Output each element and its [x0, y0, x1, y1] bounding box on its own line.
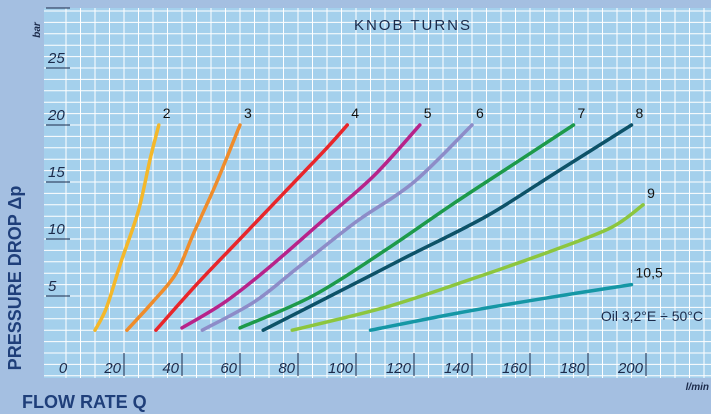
y-tick-label: 20	[47, 107, 65, 124]
x-tick-label: 200	[617, 360, 644, 377]
curve-label-7: 7	[578, 105, 586, 121]
x-tick-label: 60	[220, 360, 237, 377]
x-tick-label: 20	[103, 360, 121, 377]
curve-knob-5	[180, 123, 422, 330]
x-tick-label: 180	[560, 360, 586, 377]
x-title-band	[0, 378, 711, 414]
y-title-band	[0, 0, 44, 414]
curve-label-10-5: 10,5	[636, 265, 663, 281]
x-tick-label: 160	[502, 360, 528, 377]
x-tick-label: 40	[162, 360, 179, 377]
x-unit-label: l/min	[686, 382, 709, 393]
curve-knob-2	[93, 123, 161, 332]
curve-knob-9	[290, 203, 645, 332]
curve-knob-10-5	[368, 282, 634, 332]
curve-label-8: 8	[636, 105, 644, 121]
chart-title: KNOB TURNS	[354, 17, 472, 34]
curve-knob-6	[200, 123, 474, 332]
y-tick-label: 15	[48, 164, 65, 181]
curve-knob-8	[261, 123, 634, 332]
y-tick-label: 25	[47, 50, 65, 67]
x-tick-label: 120	[386, 360, 412, 377]
curve-label-9: 9	[647, 185, 655, 201]
x-tick-label: 80	[278, 360, 295, 377]
oil-annotation: Oil 3,2°E ÷ 50°C	[601, 308, 703, 324]
x-tick-label: 100	[328, 360, 354, 377]
y-tick-label: 10	[48, 221, 65, 238]
y-tick-label: 5	[48, 278, 57, 295]
x-tick-label: 0	[59, 360, 68, 377]
curve-label-2: 2	[163, 105, 171, 121]
curve-label-5: 5	[424, 105, 432, 121]
curve-knob-7	[238, 123, 576, 330]
top-band	[0, 0, 711, 8]
curve-label-4: 4	[351, 105, 359, 121]
curves: 2 3 4 5 6 7 8 9 10,5	[93, 105, 663, 332]
x-tick-label: 140	[444, 360, 470, 377]
curve-label-3: 3	[244, 105, 252, 121]
curve-label-6: 6	[476, 105, 484, 121]
y-unit-label: bar	[32, 21, 43, 38]
curve-knob-3	[125, 123, 242, 332]
x-axis-title: FLOW RATE Q	[22, 392, 147, 412]
y-axis-title: PRESSURE DROP Δp	[5, 186, 25, 371]
curve-knob-4	[154, 123, 350, 332]
